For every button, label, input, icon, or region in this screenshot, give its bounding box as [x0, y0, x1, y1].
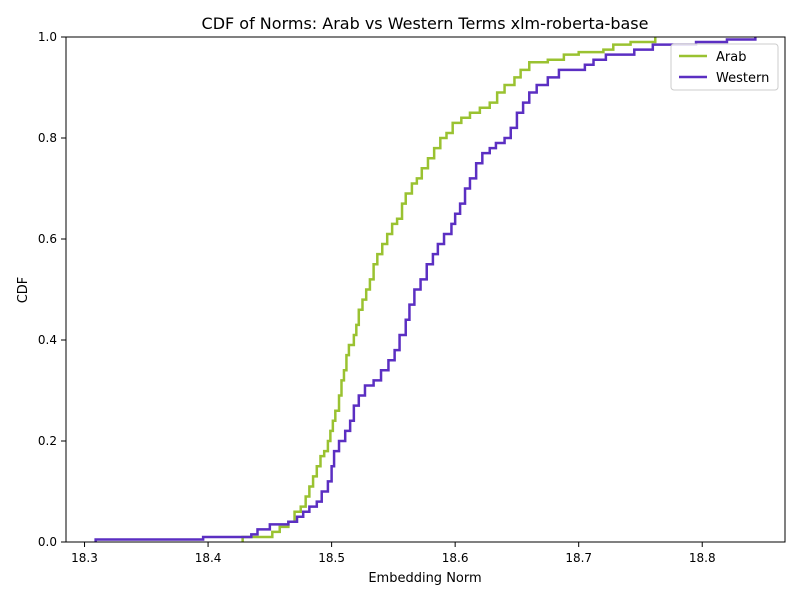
chart-title: CDF of Norms: Arab vs Western Terms xlm-… — [202, 14, 649, 33]
y-tick-label: 0.0 — [38, 535, 57, 549]
y-tick-label: 0.8 — [38, 131, 57, 145]
plot-frame — [65, 36, 786, 543]
legend-label-western: Western — [716, 71, 769, 86]
y-tick-label: 0.6 — [38, 232, 57, 246]
legend: Arab Western — [670, 43, 779, 91]
y-axis-ticks: 0.0 0.2 0.4 0.6 0.8 1.0 — [38, 30, 66, 549]
legend-label-arab: Arab — [716, 50, 746, 65]
x-tick-label: 18.6 — [442, 551, 469, 565]
y-axis-label: CDF — [16, 277, 31, 304]
series-line-western — [94, 37, 757, 542]
y-tick-label: 1.0 — [38, 30, 57, 44]
x-tick-label: 18.8 — [689, 551, 716, 565]
x-axis-label: Embedding Norm — [368, 571, 481, 586]
y-tick-label: 0.2 — [38, 434, 57, 448]
y-tick-label: 0.4 — [38, 333, 57, 347]
series-line-arab — [241, 37, 657, 542]
x-tick-label: 18.7 — [565, 551, 592, 565]
x-tick-label: 18.3 — [71, 551, 98, 565]
series-layer — [94, 37, 757, 542]
x-tick-label: 18.5 — [318, 551, 345, 565]
x-axis-ticks: 18.3 18.4 18.5 18.6 18.7 18.8 — [71, 542, 716, 565]
x-tick-label: 18.4 — [195, 551, 222, 565]
